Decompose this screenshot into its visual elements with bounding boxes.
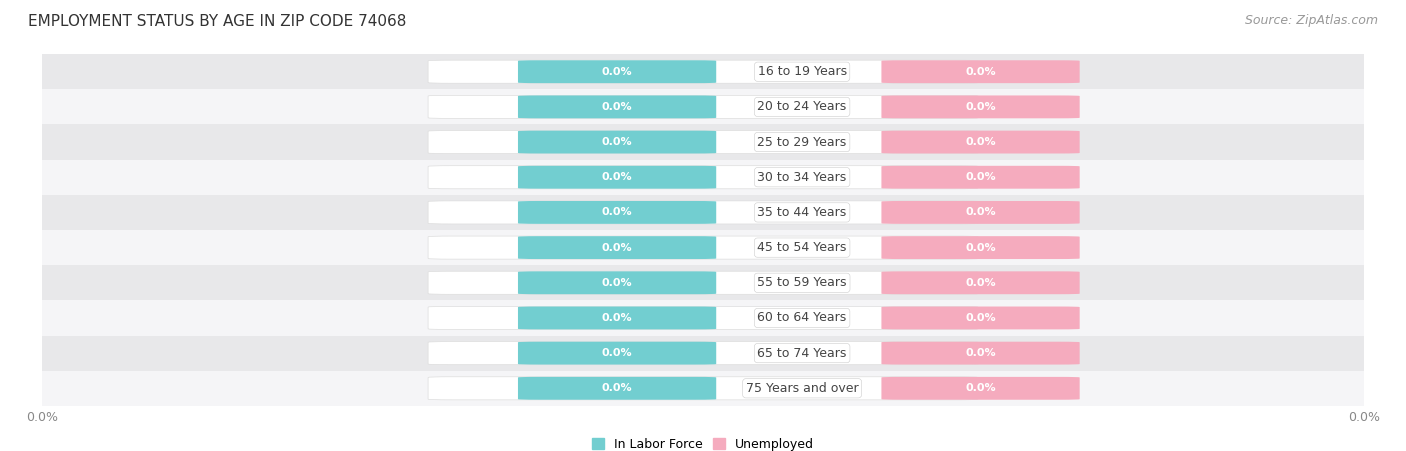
Text: 35 to 44 Years: 35 to 44 Years: [758, 206, 846, 219]
Text: 25 to 29 Years: 25 to 29 Years: [758, 136, 846, 148]
Text: 55 to 59 Years: 55 to 59 Years: [758, 276, 846, 289]
FancyBboxPatch shape: [427, 60, 979, 83]
Text: 30 to 34 Years: 30 to 34 Years: [758, 171, 846, 184]
FancyBboxPatch shape: [882, 307, 1080, 329]
FancyBboxPatch shape: [882, 272, 1080, 294]
FancyBboxPatch shape: [517, 60, 716, 83]
FancyBboxPatch shape: [42, 124, 1364, 160]
Text: 0.0%: 0.0%: [966, 383, 995, 393]
FancyBboxPatch shape: [42, 371, 1364, 406]
FancyBboxPatch shape: [882, 96, 1080, 118]
Text: 0.0%: 0.0%: [966, 102, 995, 112]
FancyBboxPatch shape: [882, 60, 1080, 83]
FancyBboxPatch shape: [517, 166, 716, 189]
Text: 0.0%: 0.0%: [602, 383, 633, 393]
FancyBboxPatch shape: [882, 201, 1080, 224]
FancyBboxPatch shape: [427, 166, 979, 189]
FancyBboxPatch shape: [882, 377, 1080, 400]
Text: 0.0%: 0.0%: [602, 243, 633, 253]
FancyBboxPatch shape: [517, 236, 716, 259]
Text: 0.0%: 0.0%: [602, 207, 633, 217]
FancyBboxPatch shape: [42, 89, 1364, 124]
FancyBboxPatch shape: [517, 96, 716, 118]
FancyBboxPatch shape: [517, 272, 716, 294]
FancyBboxPatch shape: [427, 341, 979, 365]
Text: 0.0%: 0.0%: [602, 102, 633, 112]
FancyBboxPatch shape: [517, 377, 716, 400]
Text: 0.0%: 0.0%: [602, 278, 633, 288]
Text: 60 to 64 Years: 60 to 64 Years: [758, 312, 846, 324]
Text: 0.0%: 0.0%: [966, 207, 995, 217]
FancyBboxPatch shape: [882, 131, 1080, 153]
FancyBboxPatch shape: [42, 230, 1364, 265]
Text: Source: ZipAtlas.com: Source: ZipAtlas.com: [1244, 14, 1378, 27]
Text: 0.0%: 0.0%: [602, 172, 633, 182]
FancyBboxPatch shape: [427, 201, 979, 224]
FancyBboxPatch shape: [427, 377, 979, 400]
Text: 75 Years and over: 75 Years and over: [745, 382, 859, 395]
FancyBboxPatch shape: [882, 342, 1080, 364]
FancyBboxPatch shape: [42, 195, 1364, 230]
Text: 0.0%: 0.0%: [966, 348, 995, 358]
FancyBboxPatch shape: [517, 307, 716, 329]
FancyBboxPatch shape: [42, 336, 1364, 371]
Text: EMPLOYMENT STATUS BY AGE IN ZIP CODE 74068: EMPLOYMENT STATUS BY AGE IN ZIP CODE 740…: [28, 14, 406, 28]
Text: 45 to 54 Years: 45 to 54 Years: [758, 241, 846, 254]
Text: 65 to 74 Years: 65 to 74 Years: [758, 347, 846, 359]
FancyBboxPatch shape: [427, 95, 979, 119]
Text: 0.0%: 0.0%: [966, 278, 995, 288]
FancyBboxPatch shape: [882, 166, 1080, 189]
FancyBboxPatch shape: [517, 201, 716, 224]
FancyBboxPatch shape: [42, 160, 1364, 195]
Text: 0.0%: 0.0%: [966, 313, 995, 323]
Text: 20 to 24 Years: 20 to 24 Years: [758, 101, 846, 113]
FancyBboxPatch shape: [42, 54, 1364, 89]
FancyBboxPatch shape: [42, 265, 1364, 300]
Text: 0.0%: 0.0%: [966, 137, 995, 147]
FancyBboxPatch shape: [42, 300, 1364, 336]
Text: 0.0%: 0.0%: [602, 313, 633, 323]
FancyBboxPatch shape: [427, 130, 979, 154]
Text: 0.0%: 0.0%: [966, 243, 995, 253]
Text: 0.0%: 0.0%: [602, 67, 633, 77]
FancyBboxPatch shape: [882, 236, 1080, 259]
Legend: In Labor Force, Unemployed: In Labor Force, Unemployed: [586, 433, 820, 451]
FancyBboxPatch shape: [427, 306, 979, 330]
FancyBboxPatch shape: [517, 131, 716, 153]
FancyBboxPatch shape: [427, 271, 979, 295]
Text: 16 to 19 Years: 16 to 19 Years: [758, 65, 846, 78]
Text: 0.0%: 0.0%: [602, 348, 633, 358]
Text: 0.0%: 0.0%: [602, 137, 633, 147]
Text: 0.0%: 0.0%: [966, 172, 995, 182]
Text: 0.0%: 0.0%: [966, 67, 995, 77]
FancyBboxPatch shape: [427, 236, 979, 259]
FancyBboxPatch shape: [517, 342, 716, 364]
